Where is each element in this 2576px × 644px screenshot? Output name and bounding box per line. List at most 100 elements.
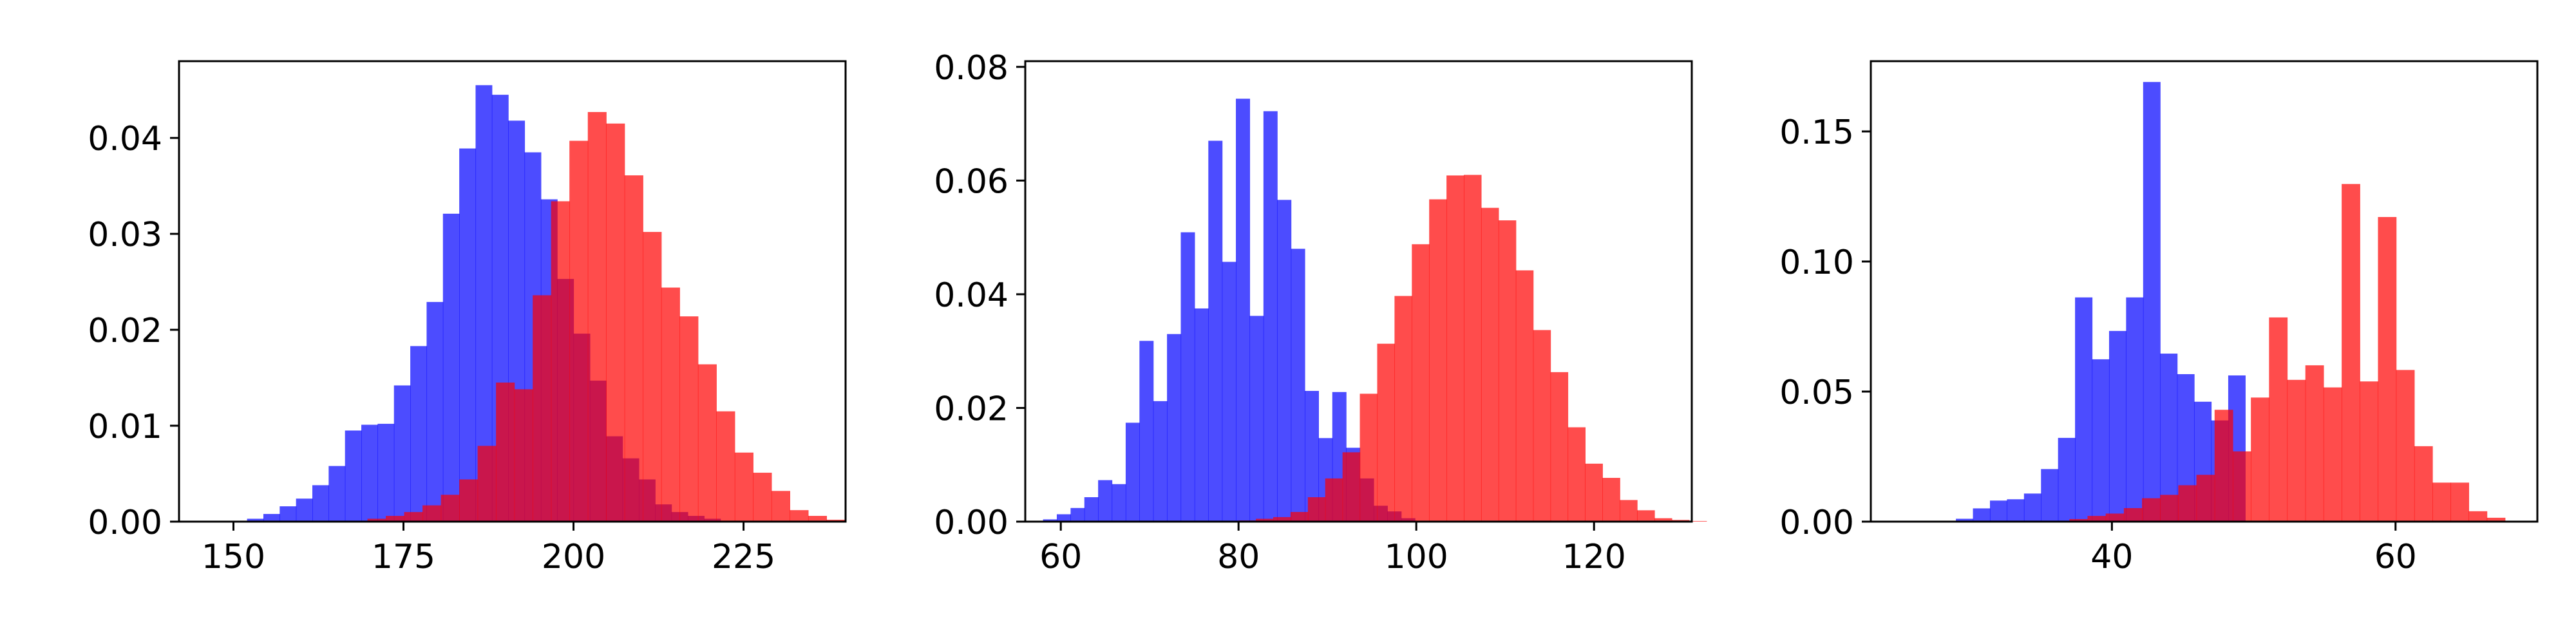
histogram-bar	[1249, 316, 1264, 522]
x-tick-label: 60	[1039, 538, 1082, 576]
histogram-bar	[624, 175, 643, 522]
histogram-bar	[1533, 330, 1551, 522]
x-tick-label: 60	[2374, 538, 2417, 576]
histogram-bar	[2432, 482, 2451, 522]
histogram-panel-1: 150 175 200 225 0.00 0.01 0.02 0.03 0.04	[88, 60, 847, 576]
y-tick-label: 0.10	[1779, 243, 1854, 282]
histogram-bar	[697, 364, 717, 522]
y-tick-label: 0.00	[88, 504, 162, 542]
series-2	[2069, 184, 2506, 522]
y-tick-label: 0.15	[1779, 113, 1854, 152]
histogram-bar	[1043, 519, 1057, 522]
histogram-bar	[2378, 216, 2397, 522]
histogram-bar	[2160, 354, 2178, 522]
y-tick-label: 0.00	[934, 504, 1009, 542]
histogram-bar	[2196, 475, 2215, 522]
histogram-bar	[1637, 510, 1655, 522]
histogram-bar	[377, 424, 395, 522]
histogram-bar	[1429, 199, 1447, 522]
histogram-bar	[247, 518, 264, 522]
histogram-bar	[2075, 297, 2093, 522]
histogram-bar	[442, 213, 460, 522]
histogram-bar	[2305, 365, 2324, 522]
series-2	[349, 111, 846, 522]
x-tick-label: 225	[712, 538, 775, 576]
histogram-bar	[1620, 500, 1638, 522]
histogram-bar	[2160, 495, 2179, 522]
histogram-bar	[2143, 82, 2161, 522]
histogram-bar	[2396, 370, 2415, 522]
histogram-bar	[661, 287, 680, 522]
y-tick-label: 0.00	[1779, 504, 1854, 542]
histogram-bar	[1989, 500, 2008, 522]
histogram-bar	[771, 491, 790, 522]
histogram-bar	[1180, 232, 1195, 522]
histogram-bar	[2251, 397, 2269, 522]
histogram-bar	[2232, 451, 2251, 522]
axes-frame	[1024, 60, 1693, 523]
y-tick-label: 0.02	[934, 390, 1009, 428]
histogram-bar	[2041, 469, 2059, 522]
y-tick-label: 0.03	[88, 216, 162, 254]
histogram-bar	[643, 232, 662, 522]
x-tick-label: 80	[1217, 538, 1260, 576]
histogram-bar	[1070, 507, 1085, 522]
histogram-bar	[1325, 478, 1343, 522]
histogram-bar	[1498, 220, 1517, 522]
histogram-bar	[1654, 518, 1672, 522]
y-tick-label: 0.08	[934, 49, 1009, 88]
histogram-bar	[1291, 249, 1305, 522]
histogram-bar	[496, 383, 515, 522]
histogram-bar	[679, 316, 699, 522]
histogram-bar	[1263, 111, 1278, 522]
histogram-bar	[404, 512, 423, 522]
histogram-bar	[440, 495, 460, 522]
histogram-bar	[2126, 297, 2144, 522]
histogram-bar	[2092, 359, 2110, 522]
histogram-bar	[477, 446, 497, 522]
histogram-bar	[514, 389, 533, 522]
histogram-bar	[533, 295, 552, 522]
histogram-bar	[1139, 341, 1154, 522]
histogram-bar	[716, 411, 735, 522]
histogram-bar	[1153, 401, 1168, 522]
histogram-bar	[2087, 516, 2107, 522]
histogram-bar	[1307, 497, 1326, 522]
histogram-bar	[1446, 175, 1464, 522]
histogram-bar	[2007, 499, 2025, 522]
histogram-bar	[1167, 334, 1182, 522]
histogram-bar	[2023, 493, 2041, 522]
histogram-bar	[2214, 410, 2233, 522]
histogram-panel-2: 60 80 100 120 0.00 0.02 0.04 0.06 0.08	[934, 49, 1707, 576]
histogram-bar	[606, 123, 625, 522]
histogram-bar	[1112, 484, 1126, 522]
axes-frame	[1870, 60, 2539, 523]
histogram-bar	[2323, 387, 2342, 522]
histogram-bar	[1412, 244, 1430, 522]
histogram-bar	[2342, 184, 2360, 522]
histogram-panel-3: 40 60 0.00 0.05 0.10 0.15	[1779, 60, 2539, 576]
histogram-bar	[2178, 485, 2197, 522]
histogram-bar	[393, 385, 411, 522]
histogram-bar	[426, 301, 444, 522]
histogram-bar	[753, 473, 772, 522]
histogram-bar	[2468, 511, 2488, 522]
histogram-bar	[790, 510, 809, 522]
histogram-bar	[459, 148, 477, 522]
histogram-bar	[1464, 175, 1482, 522]
histogram-bar	[551, 201, 570, 522]
histogram-bar	[2142, 498, 2161, 522]
histogram-bar	[1222, 261, 1236, 522]
histogram-bar	[2287, 379, 2306, 522]
histogram-bar	[410, 346, 428, 522]
histogram-bar	[1342, 452, 1361, 522]
histogram-bar	[2105, 513, 2125, 522]
x-tick-label: 175	[372, 538, 435, 576]
histogram-bar	[2450, 482, 2470, 522]
histogram-bar	[386, 516, 405, 522]
histogram-bar	[1277, 200, 1292, 522]
histogram-bar	[2414, 446, 2433, 522]
histogram-bar	[345, 430, 362, 522]
y-tick-label: 0.04	[934, 276, 1009, 315]
x-tick-label: 40	[2090, 538, 2133, 576]
